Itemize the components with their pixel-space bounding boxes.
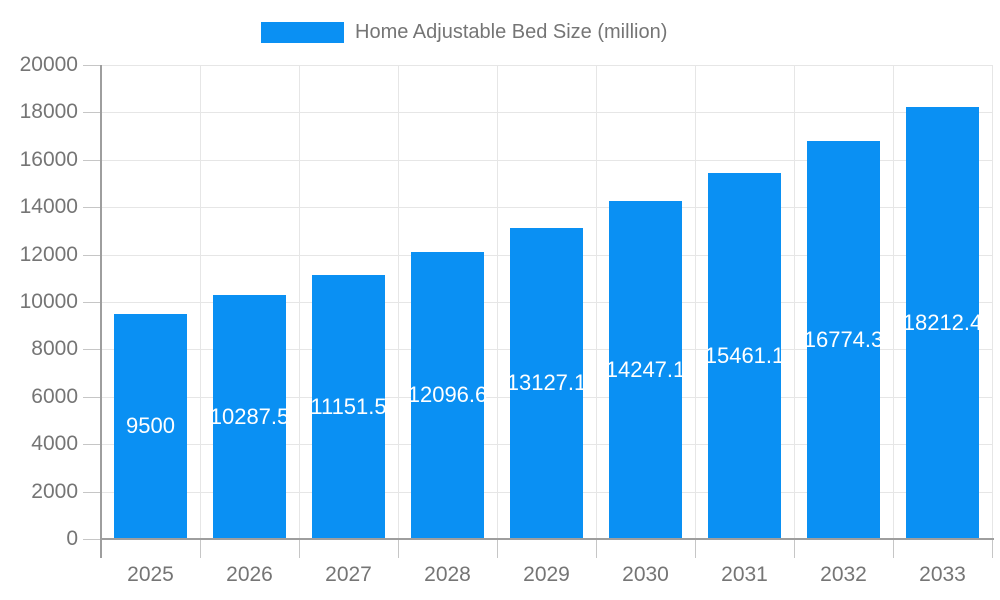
y-axis-tick — [83, 492, 101, 493]
bar — [906, 107, 979, 538]
legend-label: Home Adjustable Bed Size (million) — [355, 21, 668, 43]
bar — [609, 201, 682, 538]
y-axis-label: 20000 — [19, 53, 78, 76]
x-axis-tick — [695, 540, 696, 558]
y-axis-label: 12000 — [19, 243, 78, 266]
y-axis-label: 0 — [66, 527, 78, 550]
category-gridline — [200, 65, 201, 539]
y-axis-label: 8000 — [31, 337, 78, 360]
x-axis-label: 2030 — [622, 563, 669, 586]
category-gridline — [695, 65, 696, 539]
x-axis-label: 2028 — [424, 563, 471, 586]
y-axis-label: 10000 — [19, 290, 78, 313]
x-axis-label: 2033 — [919, 563, 966, 586]
y-axis-label: 14000 — [19, 195, 78, 218]
legend-swatch-icon — [261, 21, 344, 43]
y-axis-tick — [83, 65, 101, 66]
x-axis-tick — [992, 540, 993, 558]
y-axis-tick — [83, 539, 101, 540]
x-axis-tick — [794, 540, 795, 558]
x-axis-label: 2031 — [721, 563, 768, 586]
x-axis-tick — [398, 540, 399, 558]
category-gridline — [893, 65, 894, 539]
category-gridline — [596, 65, 597, 539]
x-axis-label: 2029 — [523, 563, 570, 586]
bar — [510, 228, 583, 538]
y-axis-tick — [83, 207, 101, 208]
y-gridline — [101, 160, 992, 161]
y-axis-label: 18000 — [19, 100, 78, 123]
y-axis-tick — [83, 302, 101, 303]
y-gridline — [101, 65, 992, 66]
y-axis-label: 6000 — [31, 385, 78, 408]
x-axis-tick — [893, 540, 894, 558]
x-axis-label: 2026 — [226, 563, 273, 586]
y-axis-tick — [83, 397, 101, 398]
y-axis-label: 16000 — [19, 148, 78, 171]
x-axis-label: 2027 — [325, 563, 372, 586]
category-gridline — [992, 65, 993, 539]
y-axis-tick — [83, 349, 101, 350]
bar — [114, 314, 187, 538]
y-axis-tick — [83, 160, 101, 161]
x-axis-tick — [299, 540, 300, 558]
y-axis-tick — [83, 444, 101, 445]
bar — [807, 141, 880, 538]
x-axis-label: 2032 — [820, 563, 867, 586]
x-axis-line — [100, 538, 994, 540]
x-axis-label: 2025 — [127, 563, 174, 586]
bar — [312, 275, 385, 538]
category-gridline — [497, 65, 498, 539]
legend[interactable]: Home Adjustable Bed Size (million) — [261, 19, 667, 45]
x-axis-tick — [200, 540, 201, 558]
bar — [213, 295, 286, 538]
category-gridline — [398, 65, 399, 539]
y-axis-tick — [83, 112, 101, 113]
y-gridline — [101, 207, 992, 208]
bar — [708, 173, 781, 538]
y-axis-label: 2000 — [31, 480, 78, 503]
x-axis-tick — [596, 540, 597, 558]
category-gridline — [794, 65, 795, 539]
category-gridline — [299, 65, 300, 539]
y-axis-line — [100, 65, 102, 558]
x-axis-tick — [497, 540, 498, 558]
bar — [411, 252, 484, 538]
y-gridline — [101, 112, 992, 113]
y-axis-label: 4000 — [31, 432, 78, 455]
y-axis-tick — [83, 255, 101, 256]
